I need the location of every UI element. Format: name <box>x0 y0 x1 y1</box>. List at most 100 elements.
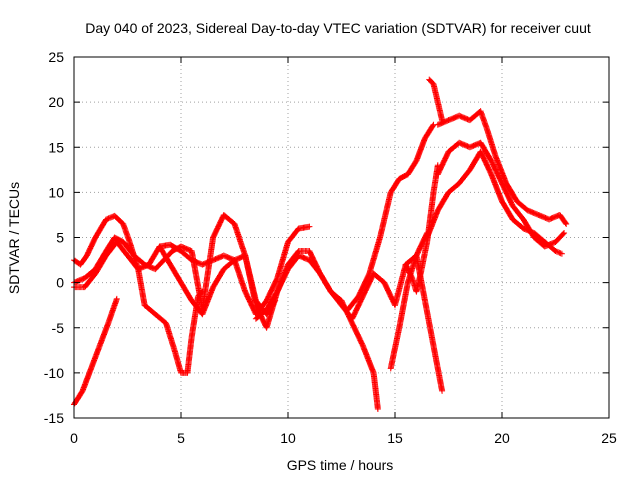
data-trail <box>405 158 419 177</box>
data-point <box>439 387 446 394</box>
chart-title: Day 040 of 2023, Sidereal Day-to-day VTE… <box>85 20 591 36</box>
data-trail <box>184 335 195 375</box>
data-trail <box>114 240 130 258</box>
data-trail <box>392 262 409 307</box>
data-trail <box>396 280 411 330</box>
data-trail <box>93 217 109 240</box>
y-tick-label: 20 <box>48 94 64 110</box>
data-trail <box>167 262 184 285</box>
data-trail <box>493 154 509 186</box>
data-trail <box>422 298 437 348</box>
data-trail <box>430 344 445 393</box>
data-trail <box>221 212 237 227</box>
data-trail <box>510 217 526 231</box>
x-tick-label: 15 <box>387 430 403 446</box>
data-trail <box>366 235 383 276</box>
satellite-track-8 <box>387 252 446 394</box>
data-trail <box>171 348 184 375</box>
data-trail <box>371 271 387 285</box>
data-trail <box>71 389 85 407</box>
data-trail <box>532 235 547 249</box>
data-trail <box>397 171 410 182</box>
data-trail <box>345 294 361 312</box>
data-trail <box>356 271 372 298</box>
data-trail <box>457 167 473 186</box>
data-trail <box>377 190 394 240</box>
x-axis-title: GPS time / hours <box>287 457 394 473</box>
data-trail <box>274 267 291 294</box>
data-trail <box>179 244 194 254</box>
data-trail <box>285 226 301 244</box>
data-trail <box>521 217 537 240</box>
data-point <box>113 295 120 302</box>
y-tick-label: 15 <box>48 139 64 155</box>
data-trail <box>478 149 494 177</box>
data-trail <box>488 172 505 204</box>
data-trail <box>349 294 366 321</box>
satellite-track-7 <box>344 121 437 313</box>
data-trail <box>153 258 166 272</box>
data-trail <box>317 271 334 294</box>
data-trail <box>97 321 111 348</box>
data-trail <box>388 325 402 371</box>
data-trail <box>307 258 323 276</box>
data-trail <box>105 297 120 326</box>
y-tick-label: -15 <box>44 410 64 426</box>
data-trail <box>285 249 301 267</box>
data-point <box>552 248 559 255</box>
data-trail <box>553 230 567 245</box>
x-tick-label: 10 <box>280 430 296 446</box>
data-trail <box>413 136 428 163</box>
data-point <box>563 220 570 227</box>
data-trail <box>199 285 216 317</box>
data-trail <box>178 280 195 303</box>
data-trail <box>136 262 151 272</box>
data-trail <box>478 140 494 163</box>
satellite-track-13 <box>434 108 570 227</box>
data-trail <box>553 248 564 257</box>
data-trail <box>349 321 366 348</box>
data-trail <box>435 100 445 122</box>
data-trail <box>253 307 269 321</box>
data-trail <box>200 257 215 268</box>
satellite-track-10 <box>426 76 446 124</box>
data-trail <box>427 77 436 87</box>
data-trail <box>403 262 415 280</box>
data-trail <box>484 127 499 159</box>
data-trail <box>339 298 355 326</box>
y-tick-label: 10 <box>48 184 64 200</box>
data-trail <box>242 253 259 307</box>
axis-ticks: 0 5 10 15 20 25 -15 -10 -5 0 5 10 15 20 25 <box>44 49 617 446</box>
x-tick-label: 20 <box>494 430 510 446</box>
y-tick-label: -10 <box>44 365 64 381</box>
data-trail <box>525 207 541 218</box>
data-trail <box>125 253 141 272</box>
data-trail <box>121 240 137 258</box>
x-tick-label: 0 <box>70 430 78 446</box>
data-trail <box>135 267 148 307</box>
data-trail <box>242 289 259 317</box>
data-trail <box>413 271 424 294</box>
data-trail <box>80 366 94 393</box>
satellite-track-12 <box>434 139 568 250</box>
data-trail <box>446 140 462 154</box>
data-trail <box>478 109 490 131</box>
data-trail <box>417 240 430 276</box>
data-trail <box>210 267 227 290</box>
data-trail <box>510 203 526 222</box>
data-trail <box>157 244 173 267</box>
data-trail <box>388 176 402 195</box>
data-trail <box>120 222 133 244</box>
data-trail <box>499 199 516 222</box>
data-trail <box>424 208 441 240</box>
data-trail <box>488 158 505 186</box>
data-trail <box>84 235 98 258</box>
data-trail <box>515 199 530 213</box>
data-point <box>561 229 568 236</box>
data-trail <box>93 253 109 276</box>
y-tick-label: 25 <box>48 49 64 65</box>
data-trail <box>103 235 117 253</box>
data-trail <box>82 271 98 290</box>
data-trail <box>142 303 158 317</box>
